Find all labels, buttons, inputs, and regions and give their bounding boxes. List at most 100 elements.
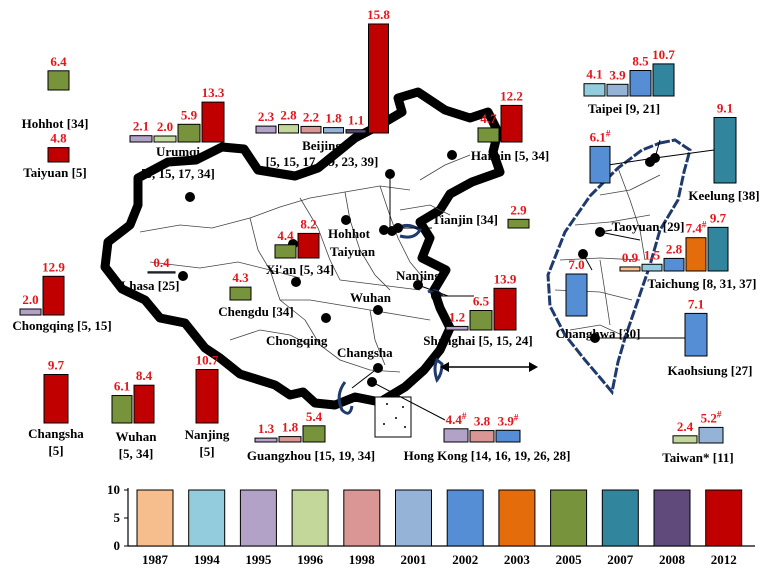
- city-group-xi-an-5-34: 4.4 8.2 Xi'an [5, 34]: [266, 216, 334, 277]
- city-name-taichung-8-31-37: Taichung [8, 31, 37]: [648, 276, 757, 291]
- city-name-keelung-38: Keelung [38]: [688, 188, 759, 203]
- map-label-chongqing: Chongqing: [266, 333, 328, 348]
- value-label: 9.7: [710, 210, 727, 225]
- legend-bar-2001: [395, 489, 432, 547]
- city-name-changhwa-30: Changhwa [30]: [556, 326, 641, 341]
- bar-guangzhou-15-19-34-1998: [278, 436, 302, 443]
- city-group-kaohsiung-27: 7.1 Kaohsiung [27]: [668, 296, 753, 378]
- city-dot: [373, 305, 383, 315]
- bar-taichung-8-31-37-2007: [707, 226, 729, 272]
- value-label: 13.9: [494, 271, 517, 286]
- legend-bar-1995: [239, 489, 277, 547]
- bar-taiwan-11-2001: [698, 426, 724, 444]
- city-group-chengdu-34: 4.3 Chengdu [34]: [218, 270, 294, 319]
- city-refs: [5, 15, 17, 34]: [141, 166, 215, 181]
- value-label: 8.5: [632, 54, 649, 69]
- legend-tick-label: 5: [114, 510, 121, 525]
- bar-taichung-8-31-37-2002: [663, 257, 685, 272]
- value-label: 13.3: [202, 85, 225, 100]
- value-label: 8.4: [136, 368, 153, 383]
- value-label: 9.1: [717, 100, 733, 115]
- bar-wuhan-2012: [133, 384, 155, 424]
- value-label: 8.2: [300, 216, 316, 231]
- city-name-xi-an-5-34: Xi'an [5, 34]: [266, 262, 334, 277]
- bar-shanghai-5-15-24-2012: [493, 287, 517, 331]
- bar-hong-kong-14-16-19-26-28-1998: [469, 430, 495, 443]
- bar-beijing-2008: [345, 129, 367, 134]
- bar-taichung-8-31-37-1987: [619, 266, 641, 272]
- legend-bar-2007: [601, 489, 639, 547]
- city-group-tianjin-34: 2.9 Tianjin [34]: [432, 202, 530, 229]
- bar-taipei-9-21-2007: [652, 63, 675, 97]
- bar-urumqi-2005: [177, 123, 201, 143]
- city-group-wuhan: 6.1 8.4 Wuhan [5, 34]: [111, 368, 158, 461]
- city-name-taipei-9-21: Taipei [9, 21]: [588, 101, 660, 116]
- legend-year-label: 1995: [245, 552, 272, 567]
- bar-hong-kong-14-16-19-26-28-2002: [495, 429, 521, 443]
- city-group-taichung-8-31-37: 0.9 1.5 2.87.4# 9.7 Taichung [8, 31, 37]: [619, 210, 757, 291]
- city-dot: [373, 363, 383, 373]
- city-name-harbin-5-34: Harbin [5, 34]: [471, 148, 549, 163]
- leader-line: [371, 381, 446, 421]
- city-name-chongqing-5-15: Chongqing [5, 15]: [12, 318, 111, 333]
- bar-chongqing-5-15-2012: [42, 275, 65, 316]
- bar-harbin-5-34-2005: [477, 127, 500, 143]
- bar-chengdu-34-2005: [229, 286, 252, 301]
- taiwan-outline: [546, 138, 692, 396]
- value-label: 6.4: [50, 54, 67, 69]
- bar-wuhan-2005: [111, 395, 133, 424]
- city-dot: [431, 291, 441, 301]
- bar-guangzhou-15-19-34-2005: [302, 425, 326, 443]
- city-name-taiyuan-5: Taiyuan [5]: [23, 165, 86, 180]
- city-group-taiyuan-5: 4.8 Taiyuan [5]: [23, 131, 86, 180]
- city-dot: [321, 313, 331, 323]
- legend-year-label: 2007: [607, 552, 634, 567]
- bar-taipei-9-21-2001: [606, 83, 629, 97]
- legend-year-label: 1998: [349, 552, 376, 567]
- value-label: 7.0: [568, 257, 584, 272]
- city-refs: [5]: [48, 443, 63, 458]
- bar-kaohsiung-27-2002: [684, 312, 708, 357]
- city-dot: [379, 225, 389, 235]
- value-label: 4.8: [50, 131, 67, 146]
- bar-urumqi-2012: [201, 101, 225, 143]
- value-label: 6.1: [114, 379, 130, 394]
- value-label: 2.8: [280, 108, 297, 123]
- city-dot: [590, 333, 600, 343]
- city-group-changhwa-30: 7.0 Changhwa [30]: [556, 257, 641, 341]
- taiwan-arrow: [440, 362, 538, 372]
- bar-taiyuan-5-2012: [47, 147, 70, 163]
- bar-hohhot-34-2005: [47, 70, 70, 91]
- value-label: 1.2: [449, 309, 465, 324]
- bar-taoyuan-29-2002: [589, 145, 611, 184]
- inset-islands: [383, 403, 406, 428]
- city-name-changsha: Changsha: [28, 426, 84, 441]
- bar-guangzhou-15-19-34-1995: [254, 437, 278, 443]
- city-name-wuhan: Wuhan: [116, 429, 158, 444]
- value-label: 10.7: [652, 47, 675, 62]
- value-label: 3.9#: [498, 412, 519, 428]
- value-label: 1.8: [282, 420, 299, 435]
- value-label: 5.4: [306, 409, 323, 424]
- year-legend: 0 5 10 1987 1994 1995 1996 1998 2001 2002 2003 2005…: [107, 482, 755, 567]
- value-label: 0.9: [622, 250, 639, 265]
- legend-bar-1998: [343, 489, 381, 547]
- city-name-shanghai-5-15-24: Shanghai [5, 15, 24]: [423, 333, 532, 348]
- legend-bar-2005: [550, 489, 588, 547]
- value-label: 12.2: [500, 88, 523, 103]
- city-group-shanghai-5-15-24: 1.2 6.5 13.9 Shanghai [5, 15, 24]: [423, 271, 532, 348]
- legend-tick-label: 10: [107, 482, 120, 497]
- legend-year-label: 2012: [711, 552, 737, 567]
- bar-taiwan-11-1996: [672, 435, 698, 444]
- legend-bar-1996: [291, 489, 329, 547]
- value-label: 4.3: [232, 270, 249, 285]
- bar-beijing-1996: [278, 124, 299, 134]
- city-name-chengdu-34: Chengdu [34]: [218, 304, 294, 319]
- legend-bar-2002: [446, 489, 484, 547]
- city-group-nanjing: 10.7 Nanjing [5]: [185, 353, 230, 460]
- legend-bar-2012: [705, 489, 743, 547]
- map-label-wuhan: Wuhan: [350, 290, 392, 305]
- value-label: 2.4: [677, 419, 694, 434]
- south-china-sea-inset: [374, 396, 412, 438]
- bar-taichung-8-31-37-1994: [641, 263, 663, 272]
